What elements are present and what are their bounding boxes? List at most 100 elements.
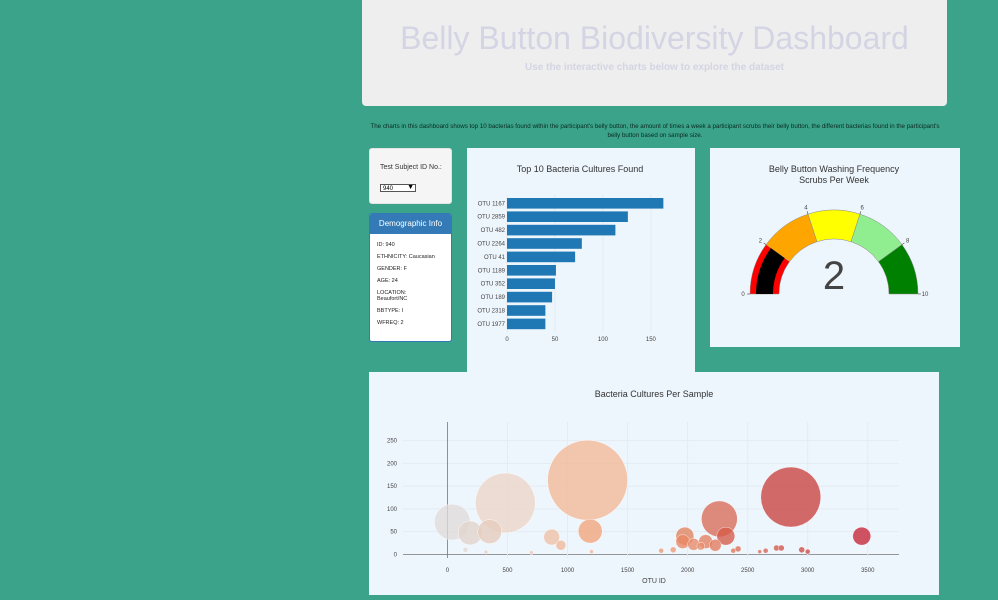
demo-location: LOCATION: Beaufort/NC <box>377 290 408 302</box>
demographic-panel: Demographic Info ID: 940 ETHNICITY: Cauc… <box>369 213 452 342</box>
bar-category-label: OTU 189 <box>481 295 506 301</box>
bubble-point <box>798 546 805 554</box>
bar-category-label: OTU 2264 <box>477 242 505 248</box>
bubble-point <box>462 547 469 553</box>
gauge-chart[interactable]: Belly Button Washing Frequency Scrubs Pe… <box>710 148 960 347</box>
bubble-chart-card: Bacteria Cultures Per Sample OTU ID 0 50 1… <box>369 372 939 595</box>
bar-chart[interactable]: Top 10 Bacteria Cultures Found 0 50 100 150… <box>467 148 695 372</box>
gauge-chart-card: Belly Button Washing Frequency Scrubs Pe… <box>710 148 960 347</box>
gauge-tick-label: 10 <box>922 292 929 298</box>
bubble-x-axis-label: OTU ID <box>642 578 666 585</box>
bubble-point <box>543 528 560 546</box>
chevron-down-icon: ▼ <box>407 184 414 191</box>
bubble-point <box>734 545 742 553</box>
bubble-point <box>483 549 489 555</box>
bubble-y-tick-label: 50 <box>390 530 397 536</box>
bubble-point <box>675 534 691 549</box>
bubble-point <box>709 539 722 552</box>
page-subtitle: Use the interactive charts below to expl… <box>525 62 784 73</box>
bar-category-label: OTU 1977 <box>477 322 505 328</box>
bar-chart-card: Top 10 Bacteria Cultures Found 0 50 100 150… <box>467 148 695 372</box>
bubble-point <box>805 548 811 555</box>
bar-category-label: OTU 2318 <box>477 309 505 315</box>
bubble-y-tick-label: 100 <box>387 507 398 513</box>
bubble-y-tick-label: 200 <box>387 461 398 467</box>
bubble-chart[interactable]: Bacteria Cultures Per Sample OTU ID 0 50 1… <box>369 372 939 595</box>
bubble-point <box>670 546 677 554</box>
bubble-point <box>578 518 603 544</box>
subject-id-label: Test Subject ID No.: <box>380 164 442 171</box>
bubble-point <box>762 548 769 554</box>
intro-text: The charts in this dashboard shows top 1… <box>370 123 940 139</box>
gauge-value-bar <box>756 248 785 294</box>
subject-id-select[interactable]: 940 ▼ <box>380 184 416 192</box>
bubble-y-tick-label: 150 <box>387 484 398 490</box>
bubble-x-tick-label: 0 <box>446 568 450 574</box>
gauge-tick-label: 4 <box>804 205 808 211</box>
subject-id-value: 940 <box>383 186 394 192</box>
demo-id: ID: 940 <box>377 242 395 248</box>
bar-mark <box>507 278 555 289</box>
bar-mark <box>507 198 664 209</box>
demo-ethnicity: ETHNICITY: Caucasian <box>377 254 435 260</box>
gauge-tick-label: 8 <box>906 239 910 245</box>
bar-mark <box>507 305 546 316</box>
bubble-x-tick-label: 1500 <box>621 568 635 574</box>
bubble-point <box>696 541 706 551</box>
bubble-point <box>716 526 736 546</box>
bar-category-label: OTU 2859 <box>477 215 505 221</box>
header-jumbotron: Belly Button Biodiversity Dashboard Use … <box>362 0 947 106</box>
bubble-y-tick-label: 0 <box>394 552 398 558</box>
demo-age: AGE: 24 <box>377 278 398 284</box>
bubble-x-tick-label: 500 <box>502 568 513 574</box>
bar-mark <box>507 318 546 330</box>
bar-mark <box>507 211 628 222</box>
bar-category-label: OTU 1189 <box>478 268 506 274</box>
bar-chart-title: Top 10 Bacteria Cultures Found <box>517 164 644 174</box>
bar-x-tick-label: 50 <box>552 337 559 343</box>
gauge-value-label: 2 <box>823 254 845 298</box>
bar-mark <box>507 238 582 249</box>
subject-selector-well: Test Subject ID No.: 940 ▼ <box>369 148 452 204</box>
bubble-point <box>658 548 664 554</box>
bar-x-tick-label: 0 <box>505 337 509 343</box>
gauge-tick <box>806 211 809 215</box>
gauge-tick-label: 6 <box>860 205 864 211</box>
bar-x-tick-label: 100 <box>598 337 609 343</box>
bubble-point <box>757 549 762 554</box>
bar-category-label: OTU 482 <box>481 228 506 234</box>
bar-category-label: OTU 1167 <box>478 201 506 207</box>
bar-mark <box>507 224 616 236</box>
gauge-tick-label: 2 <box>759 239 763 245</box>
bar-category-label: OTU 352 <box>481 282 506 288</box>
bubble-y-tick-label: 250 <box>387 439 398 445</box>
bubble-point <box>589 549 594 554</box>
bubble-x-tick-label: 3500 <box>861 568 875 574</box>
gauge-tick <box>763 242 767 245</box>
bubble-point <box>477 519 502 544</box>
bar-category-label: OTU 41 <box>484 255 506 261</box>
bar-mark <box>507 291 553 303</box>
gauge-tick <box>859 211 862 215</box>
bar-mark <box>507 251 576 263</box>
bar-x-tick-label: 150 <box>646 337 657 343</box>
gauge-subtitle: Scrubs Per Week <box>799 175 869 185</box>
demo-bbtype: BBTYPE: I <box>377 308 404 314</box>
bubble-point <box>778 544 785 552</box>
gauge-title: Belly Button Washing Frequency <box>769 164 900 174</box>
demographic-panel-title: Demographic Info <box>370 214 451 234</box>
bubble-x-tick-label: 3000 <box>801 568 815 574</box>
demo-gender: GENDER: F <box>377 266 407 272</box>
bubble-point <box>730 548 736 554</box>
bubble-point <box>547 440 628 521</box>
bubble-point <box>475 472 536 534</box>
gauge-tick-label: 0 <box>741 292 745 298</box>
bubble-chart-title: Bacteria Cultures Per Sample <box>595 389 714 399</box>
page-title: Belly Button Biodiversity Dashboard <box>400 20 909 56</box>
gauge-tick <box>901 242 905 245</box>
bar-mark <box>507 265 556 276</box>
bubble-x-tick-label: 1000 <box>561 568 575 574</box>
bubble-x-tick-label: 2500 <box>741 568 755 574</box>
gauge-band <box>807 209 861 243</box>
bubble-point <box>760 466 821 528</box>
